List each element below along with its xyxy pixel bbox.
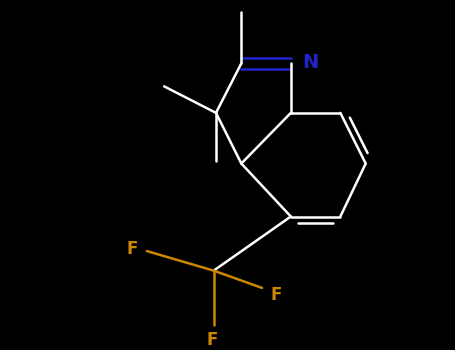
Text: F: F [126, 240, 137, 258]
Text: F: F [207, 331, 218, 349]
Text: F: F [270, 286, 282, 304]
Text: N: N [303, 53, 318, 72]
